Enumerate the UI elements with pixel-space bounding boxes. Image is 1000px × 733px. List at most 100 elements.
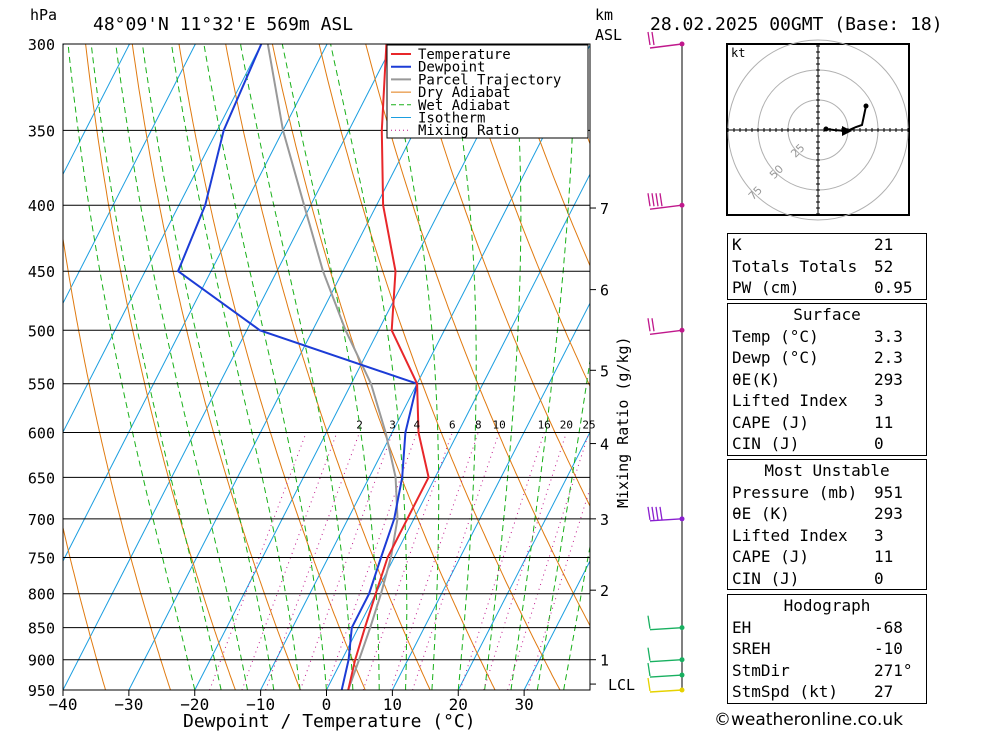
mixing-ratio-line — [459, 432, 545, 690]
series-point — [358, 658, 360, 661]
series-point — [394, 270, 397, 273]
index-label: SREH — [732, 639, 771, 658]
index-row: Lifted Index 3 — [728, 525, 926, 547]
index-label: Lifted Index — [732, 391, 848, 410]
isotherm-line — [63, 44, 262, 434]
series-point — [401, 476, 404, 479]
dry-adiabat-line — [926, 44, 1000, 690]
wind-barb-shaft — [649, 689, 683, 693]
asl-unit-label: ASL — [595, 26, 622, 44]
wind-barb-flag — [647, 647, 651, 661]
copyright[interactable]: ©weatheronline.co.uk — [714, 710, 904, 730]
mixing-ratio-axis-label: Mixing Ratio (g/kg) — [614, 336, 632, 508]
wind-barb-shaft — [649, 329, 683, 335]
wind-barb-flag — [659, 506, 663, 520]
series-point — [370, 382, 372, 385]
pressure-tick-label: 950 — [28, 682, 55, 700]
wet-adiabat-line — [115, 44, 248, 690]
wind-barb-flag — [655, 193, 659, 207]
wet-adiabat-line — [203, 44, 327, 690]
wet-adiabat-line — [510, 44, 575, 690]
dry-adiabat-line — [63, 525, 106, 690]
mixing-ratio-line — [390, 432, 479, 690]
wind-barb-flag — [651, 31, 655, 46]
series-point — [384, 431, 387, 434]
km-tick-label: LCL — [608, 676, 635, 694]
series-point — [303, 204, 305, 206]
series-point — [369, 626, 372, 629]
index-row: EH -68 — [728, 617, 926, 639]
km-unit-label: km — [595, 6, 613, 24]
wet-adiabat-line — [385, 44, 440, 690]
x-axis-label: Dewpoint / Temperature (°C) — [183, 711, 476, 732]
wet-adiabat-line — [90, 44, 222, 690]
mixing-ratio-line — [527, 486, 590, 690]
series-point — [404, 431, 407, 434]
hodograph-title: Hodograph — [783, 596, 871, 615]
index-value: 2.3 — [874, 348, 903, 367]
wind-barb-shaft — [649, 518, 683, 522]
pressure-tick-label: 750 — [28, 550, 55, 568]
series-point — [354, 658, 357, 661]
index-row: StmDir 271° — [728, 660, 926, 682]
x-tick-label: −20 — [180, 695, 209, 714]
isotherm-line — [63, 44, 130, 176]
general-indices-table: K 21 Totals Totals 52 PW (cm) 0.95 — [727, 233, 927, 300]
index-value: 0.95 — [874, 278, 913, 297]
hodograph-point — [863, 103, 869, 109]
mixing-ratio-label: 8 — [475, 418, 482, 431]
isotherm-line — [63, 44, 394, 690]
isotherm-line — [457, 431, 590, 690]
wind-barb-shaft — [649, 674, 683, 678]
series-point — [380, 556, 382, 559]
legend-label: Temperature — [418, 47, 511, 63]
x-tick-label: −40 — [49, 695, 78, 714]
series-point — [347, 658, 350, 661]
series-point — [259, 329, 261, 332]
isotherm-line — [326, 173, 590, 690]
pressure-tick-label: 700 — [28, 511, 55, 529]
series-point — [416, 382, 418, 385]
x-tick-label: −30 — [114, 695, 143, 714]
legend-label: Mixing Ratio — [418, 123, 519, 139]
dry-adiabat-line — [505, 44, 590, 267]
index-row: PW (cm) 0.95 — [728, 277, 926, 299]
index-value: 271° — [874, 660, 913, 680]
mixing-ratio-label: 4 — [413, 418, 420, 431]
series-point — [368, 592, 370, 595]
index-value: 21 — [874, 235, 894, 254]
index-row: K 21 — [728, 234, 926, 256]
series-point — [381, 129, 383, 132]
series-point — [394, 476, 397, 479]
dry-adiabat-line — [271, 44, 496, 690]
mixing-ratio-label: 10 — [492, 418, 505, 431]
pressure-tick-label: 500 — [28, 322, 55, 340]
index-row: Totals Totals 52 — [728, 256, 926, 278]
index-value: 3 — [874, 391, 884, 410]
series-point — [380, 592, 382, 595]
series-line — [176, 44, 419, 690]
km-axis: 7 6 5 4 3 2 1 LCL — [590, 200, 635, 694]
series-point — [204, 204, 206, 206]
wet-adiabat-line — [447, 44, 477, 690]
series-point — [390, 556, 392, 559]
wet-adiabat-line — [67, 44, 196, 690]
wet-adiabat-line — [240, 44, 354, 690]
wind-barb-flag — [647, 318, 651, 332]
series-line — [266, 44, 399, 690]
mixing-ratio-line — [325, 432, 418, 690]
surface-title: Surface — [793, 305, 861, 324]
series-point — [222, 129, 225, 132]
index-label: θE(K) — [732, 369, 781, 389]
isotherm-line — [194, 44, 526, 690]
datetime-title: 28.02.2025 00GMT (Base: 18) — [650, 14, 943, 35]
pressure-tick-label: 450 — [28, 263, 55, 281]
x-tick-label: −10 — [246, 695, 275, 714]
mixing-ratio-line — [362, 432, 453, 690]
mixing-ratio-line — [209, 432, 307, 690]
hodograph-point — [823, 126, 829, 132]
index-row: θE(K) 293 — [728, 369, 926, 391]
wind-barb-flag — [651, 318, 655, 332]
index-label: K — [732, 235, 742, 254]
